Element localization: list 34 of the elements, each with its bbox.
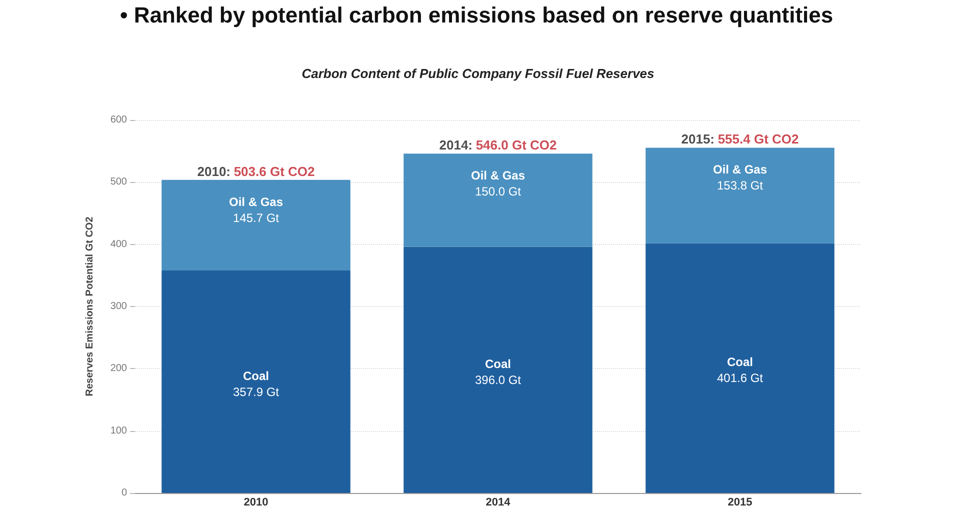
text: Coal bbox=[484, 356, 512, 371]
bar bbox=[162, 270, 350, 493]
chart-title: Carbon Content of Public Company Fossil Fuel Reserves bbox=[302, 66, 654, 81]
series-label: Coal bbox=[242, 368, 270, 383]
text: Oil & Gas bbox=[712, 162, 768, 177]
x-tick-label: 2015 bbox=[728, 496, 752, 508]
y-tick-label: 600 bbox=[110, 114, 128, 126]
bar bbox=[404, 154, 592, 247]
total-label: 2014: 546.0 Gt CO2 bbox=[439, 138, 557, 153]
data-label: 357.9 Gt bbox=[232, 384, 280, 399]
data-label: 401.6 Gt bbox=[716, 371, 764, 386]
y-tick-label: 300 bbox=[110, 301, 128, 312]
text: Oil & Gas bbox=[470, 168, 526, 183]
total-label: 2015: 555.4 Gt CO2 bbox=[681, 132, 799, 147]
data-label: 145.7 Gt bbox=[232, 210, 280, 225]
y-tick-label: 0 bbox=[121, 488, 128, 498]
series-label: Oil & Gas bbox=[228, 194, 284, 209]
text: • Ranked by potential carbon emissions based on reserve quantities bbox=[120, 2, 834, 28]
total-label: 2010: 503.6 Gt CO2 bbox=[197, 164, 315, 179]
bar bbox=[646, 148, 834, 244]
y-tick-label: 200 bbox=[110, 363, 128, 374]
y-axis-title: Reserves Emissions Potential Gt CO2 bbox=[84, 216, 96, 396]
bar bbox=[404, 246, 592, 493]
x-tick-label: 2010 bbox=[244, 496, 268, 508]
text: Coal bbox=[726, 355, 754, 370]
x-tick-label: 2014 bbox=[486, 496, 512, 508]
data-label: 153.8 Gt bbox=[716, 178, 764, 193]
bar bbox=[646, 243, 834, 493]
bar bbox=[162, 180, 350, 271]
data-label: 150.0 Gt bbox=[474, 184, 522, 199]
y-tick-label: 400 bbox=[110, 238, 128, 250]
y-tick-label: 100 bbox=[110, 425, 128, 436]
data-label: 396.0 Gt bbox=[474, 372, 522, 387]
y-tick-label: 500 bbox=[110, 176, 128, 188]
